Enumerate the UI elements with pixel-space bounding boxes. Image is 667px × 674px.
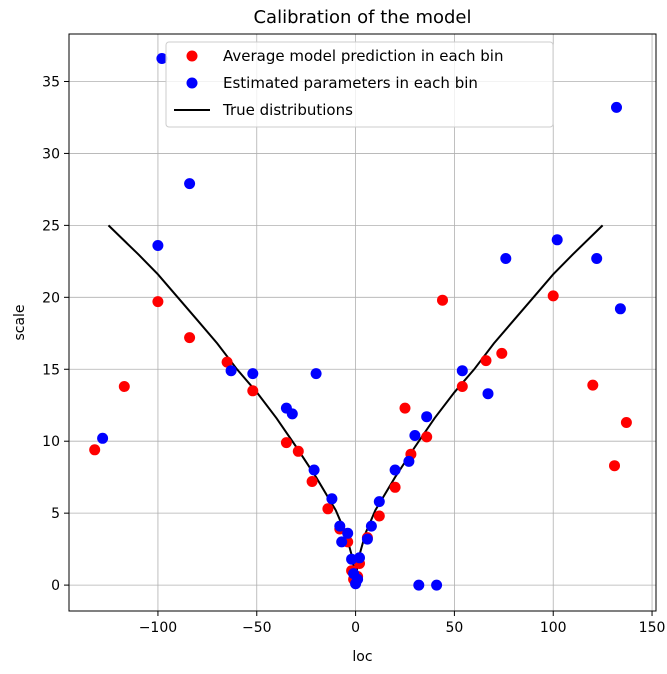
estimate-point [225,365,237,377]
y-tick-label: 35 [42,74,60,90]
estimate-point [409,430,421,441]
prediction-point [456,381,468,392]
estimate-point [336,536,348,548]
prediction-point [280,437,292,449]
prediction-point [373,510,385,522]
legend-label: Average model prediction in each bin [223,47,503,65]
legend-label: Estimated parameters in each bin [223,74,478,92]
estimate-point [373,496,385,508]
estimate-point [361,533,373,545]
legend-marker-swatch [186,77,198,89]
prediction-point [547,290,559,302]
y-tick-label: 5 [51,506,60,522]
estimate-point [334,520,346,532]
x-tick-label: 50 [445,620,463,636]
estimate-point [456,365,468,377]
prediction-point [89,444,101,456]
estimate-point [431,579,443,591]
legend-label: True distributions [222,101,353,119]
chart-title: Calibration of the model [253,7,471,28]
prediction-point [322,503,334,515]
y-tick-label: 0 [51,578,60,594]
estimate-point [342,527,354,539]
x-tick-label: −50 [242,620,272,636]
estimate-point [326,493,338,505]
x-tick-label: −100 [139,620,177,636]
prediction-point [609,460,620,472]
estimate-point [152,240,164,251]
estimate-point [308,464,320,476]
x-axis-label: loc [352,649,372,665]
y-tick-label: 10 [42,434,60,450]
estimate-point [500,253,512,264]
legend-box [165,41,554,128]
estimate-point [156,53,168,64]
y-tick-label: 15 [42,362,60,378]
y-tick-label: 20 [42,290,60,306]
estimate-point [482,388,494,400]
estimate-point [614,303,626,315]
prediction-point [221,356,233,368]
estimate-point [354,552,365,564]
estimate-point [389,464,401,476]
estimate-point [591,253,603,264]
estimate-point [310,368,322,380]
x-tick-label: 100 [540,620,567,636]
prediction-point [184,332,196,344]
legend-entry: True distributions [174,101,353,119]
prediction-point [152,296,164,308]
prediction-point [480,355,492,367]
y-axis-label: scale [12,304,28,340]
prediction-point [306,476,318,487]
scatter-points-layer [89,53,632,591]
prediction-point [399,402,411,414]
estimate-point [413,579,425,591]
estimate-point [421,411,433,423]
legend-marker-swatch [186,50,198,62]
legend-entry: Estimated parameters in each bin [186,74,478,92]
prediction-point [118,381,130,392]
y-tick-label: 25 [42,218,60,234]
estimate-point [611,101,622,113]
prediction-point [292,445,304,457]
prediction-point [421,431,433,443]
estimate-point [365,520,377,532]
legend-entry: Average model prediction in each bin [186,47,503,65]
legend: Average model prediction in each bin Esti… [165,41,554,128]
prediction-point [496,347,508,359]
prediction-point [620,417,632,428]
prediction-point [389,481,401,493]
plot-area-frame [68,33,657,612]
y-tick-label: 30 [42,146,60,162]
estimate-point [184,178,196,190]
estimate-point [551,234,563,246]
estimate-point [286,408,298,420]
prediction-point [247,385,259,397]
prediction-point [437,294,448,306]
prediction-point [587,379,599,391]
estimate-point [403,455,415,467]
x-tick-label: 0 [351,620,360,636]
axis-ticks: −100 −50 0 50 100 150 0 5 10 15 20 25 30 35 [42,74,665,636]
x-tick-label: 150 [639,620,666,636]
estimate-point [247,368,259,380]
estimate-point [97,432,109,444]
estimate-point [352,573,364,585]
legend-entries: Average model prediction in each bin Esti… [174,47,503,119]
